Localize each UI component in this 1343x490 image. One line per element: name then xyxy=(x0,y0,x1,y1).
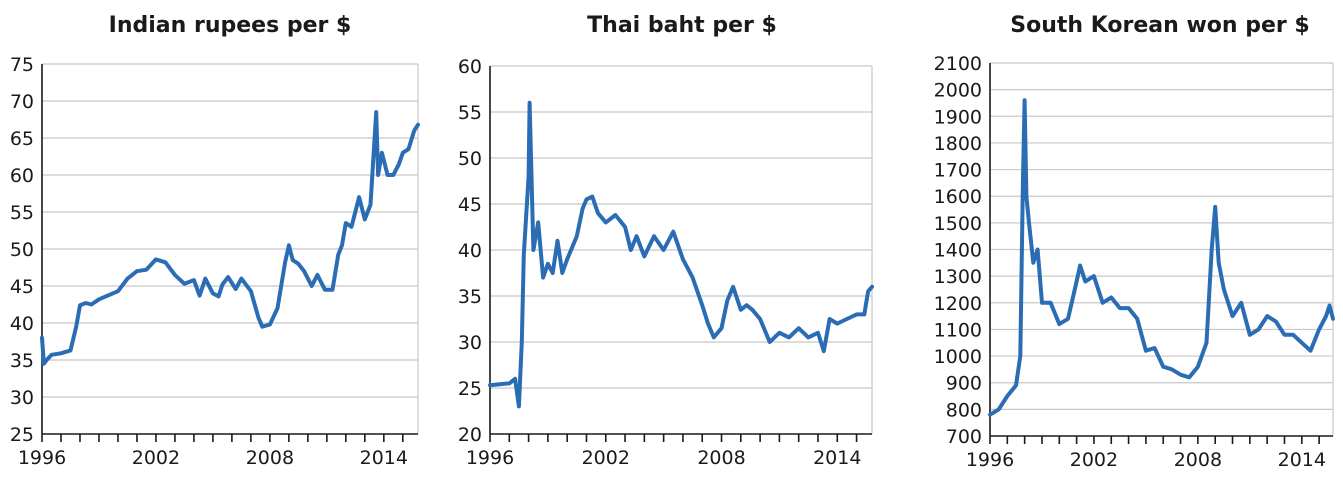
y-tick-label: 35 xyxy=(10,350,34,372)
series-line xyxy=(40,110,420,366)
y-tick-label: 1900 xyxy=(934,106,982,128)
chart-title: Indian rupees per $ xyxy=(109,13,352,38)
y-tick-label: 45 xyxy=(458,194,482,216)
y-tick-label: 75 xyxy=(10,54,34,76)
x-tick-label: 2002 xyxy=(132,447,180,469)
y-tick-label: 60 xyxy=(458,56,482,78)
x-tick-label: 1996 xyxy=(966,449,1014,471)
y-tick-label: 900 xyxy=(946,373,982,395)
x-tick-label: 2008 xyxy=(246,447,294,469)
x-tick-label: 2008 xyxy=(1174,449,1222,471)
series-line xyxy=(488,100,874,409)
x-tick-label: 1996 xyxy=(466,447,514,469)
panel-won: South Korean won per $ 700 800 900 1000 1100… xyxy=(934,13,1335,471)
x-tick-label: 2014 xyxy=(813,447,861,469)
x-tick-label: 2014 xyxy=(1278,449,1326,471)
y-tick-label: 40 xyxy=(458,240,482,262)
x-tick-label: 2008 xyxy=(697,447,745,469)
y-tick-label: 25 xyxy=(458,378,482,400)
y-tick-label: 1000 xyxy=(934,346,982,368)
y-tick-label: 1400 xyxy=(934,240,982,262)
x-tick-label: 2002 xyxy=(1070,449,1118,471)
y-tick-label: 55 xyxy=(10,202,34,224)
y-tick-label: 1800 xyxy=(934,133,982,155)
y-tick-label: 1200 xyxy=(934,293,982,315)
y-tick-label: 55 xyxy=(458,102,482,124)
series-line xyxy=(988,98,1335,417)
x-tick-label: 2014 xyxy=(360,447,408,469)
y-tick-label: 65 xyxy=(10,128,34,150)
y-tick-label: 60 xyxy=(10,165,34,187)
y-tick-label: 30 xyxy=(458,332,482,354)
y-tick-label: 25 xyxy=(10,424,34,446)
y-tick-label: 700 xyxy=(946,426,982,448)
y-tick-label: 800 xyxy=(946,399,982,421)
y-tick-label: 50 xyxy=(458,148,482,170)
y-tick-label: 20 xyxy=(458,424,482,446)
y-tick-label: 1600 xyxy=(934,186,982,208)
y-tick-label: 45 xyxy=(10,276,34,298)
chart-title: Thai baht per $ xyxy=(587,13,777,38)
y-tick-label: 30 xyxy=(10,387,34,409)
panel-rupee: Indian rupees per $ 25 30 35 40 45 50 55 60 65 70… xyxy=(10,13,420,469)
panel-baht: Thai baht per $ 20 25 30 35 40 45 50 55 60 1996 20… xyxy=(458,13,874,469)
x-tick-label: 1996 xyxy=(18,447,66,469)
y-tick-label: 2000 xyxy=(934,80,982,102)
y-tick-label: 1300 xyxy=(934,266,982,288)
x-tick-label: 2002 xyxy=(582,447,630,469)
y-tick-label: 35 xyxy=(458,286,482,308)
y-tick-label: 40 xyxy=(10,313,34,335)
y-tick-label: 1500 xyxy=(934,213,982,235)
y-tick-label: 1100 xyxy=(934,319,982,341)
y-tick-label: 70 xyxy=(10,91,34,113)
y-tick-label: 1700 xyxy=(934,160,982,182)
y-tick-label: 2100 xyxy=(934,53,982,75)
chart-title: South Korean won per $ xyxy=(1010,13,1309,38)
y-tick-label: 50 xyxy=(10,239,34,261)
